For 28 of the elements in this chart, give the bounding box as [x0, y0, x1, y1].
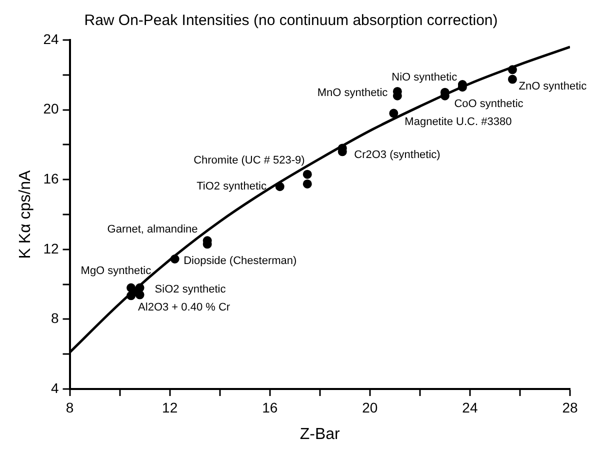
x-axis-title: Z-Bar [300, 426, 341, 443]
y-tick-label: 12 [43, 240, 59, 256]
y-tick-label: 16 [43, 170, 59, 186]
annotation: Magnetite U.C. #3380 [404, 116, 512, 128]
x-tick-label: 16 [262, 399, 278, 416]
annotation: Garnet, almandine [107, 223, 198, 236]
annotation: TiO2 synthetic [196, 180, 267, 192]
annotation: MnO synthetic [317, 87, 388, 100]
annotation: MgO synthetic [80, 265, 152, 278]
x-tick-label: 24 [462, 399, 478, 416]
y-tick-label: 4 [50, 380, 59, 396]
y-axis-title: K Kα cps/nA [17, 170, 34, 259]
y-tick-label: 8 [50, 310, 59, 326]
chart-title: Raw On-Peak Intensities (no continuum absorption correction) [84, 12, 498, 30]
x-tick-label: 20 [362, 399, 378, 416]
annotation: ZnO synthetic [518, 80, 588, 93]
annotation: Cr2O3 (synthetic) [354, 149, 440, 162]
x-tick-label: 28 [562, 399, 578, 416]
y-tick-label: 20 [43, 100, 59, 117]
y-tick-label: 24 [43, 30, 59, 47]
annotation: Chromite (UC # 523-9) [194, 154, 305, 167]
annotation: Al2O3 + 0.40 % Cr [138, 302, 230, 314]
x-tick-label: 8 [66, 399, 74, 416]
annotation: Diopside (Chesterman) [184, 255, 297, 268]
annotation: NiO synthetic [392, 72, 458, 84]
annotation: CoO synthetic [454, 98, 524, 110]
annotation: SiO2 synthetic [154, 284, 226, 296]
x-tick-label: 12 [162, 399, 178, 416]
